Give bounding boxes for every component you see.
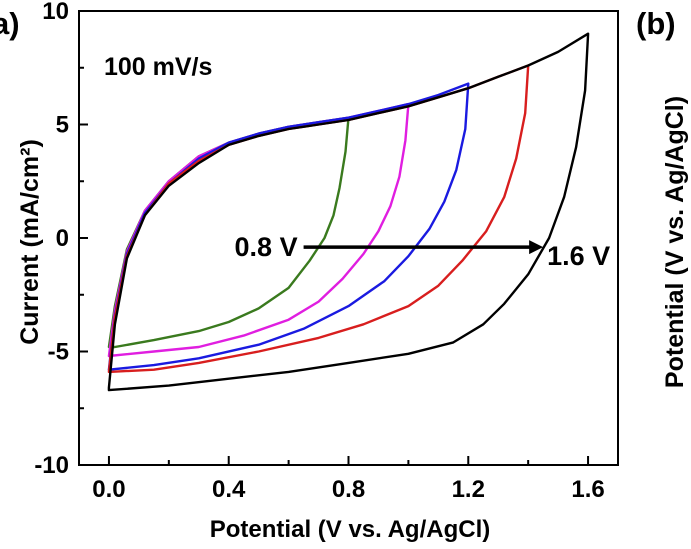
scan-rate-annotation: 100 mV/s — [104, 53, 212, 81]
right-panel-axis-title: Potential (V vs. Ag/AgCl) — [661, 96, 689, 388]
panel-label-b: (b) — [636, 6, 676, 41]
cv-curve-0.8v — [107, 116, 350, 349]
arrow-start-label: 0.8 V — [235, 232, 298, 262]
cv-curve-1v — [107, 102, 410, 358]
x-tick-label: 0.8 — [332, 476, 365, 503]
plot-frame — [78, 10, 619, 466]
axis-ticks: 0.0 0.4 0.8 1.2 1.6 10 5 0 -5 -10 — [34, 0, 604, 503]
y-tick-label: 5 — [56, 112, 69, 139]
arrow-end-label: 1.6 V — [547, 241, 610, 271]
x-tick-label: 0.4 — [212, 476, 246, 503]
y-axis-title: Current (mA/cm²) — [16, 139, 44, 345]
x-tick-label: 1.2 — [452, 476, 485, 503]
x-tick-label: 1.6 — [571, 476, 604, 503]
y-tick-label: 10 — [42, 0, 69, 25]
y-tick-label: -10 — [34, 452, 69, 479]
panel-label-a: a) — [0, 6, 20, 41]
arrow-head — [529, 240, 544, 255]
y-tick-label: 0 — [56, 225, 69, 252]
cv-curve-1.2v — [107, 82, 470, 371]
x-tick-label: 0.0 — [92, 476, 125, 503]
cv-curves — [107, 32, 590, 392]
y-tick-label: -5 — [48, 339, 69, 366]
cv-curve-1.6v — [107, 32, 590, 392]
x-axis-title: Potential (V vs. Ag/AgCl) — [210, 516, 490, 543]
